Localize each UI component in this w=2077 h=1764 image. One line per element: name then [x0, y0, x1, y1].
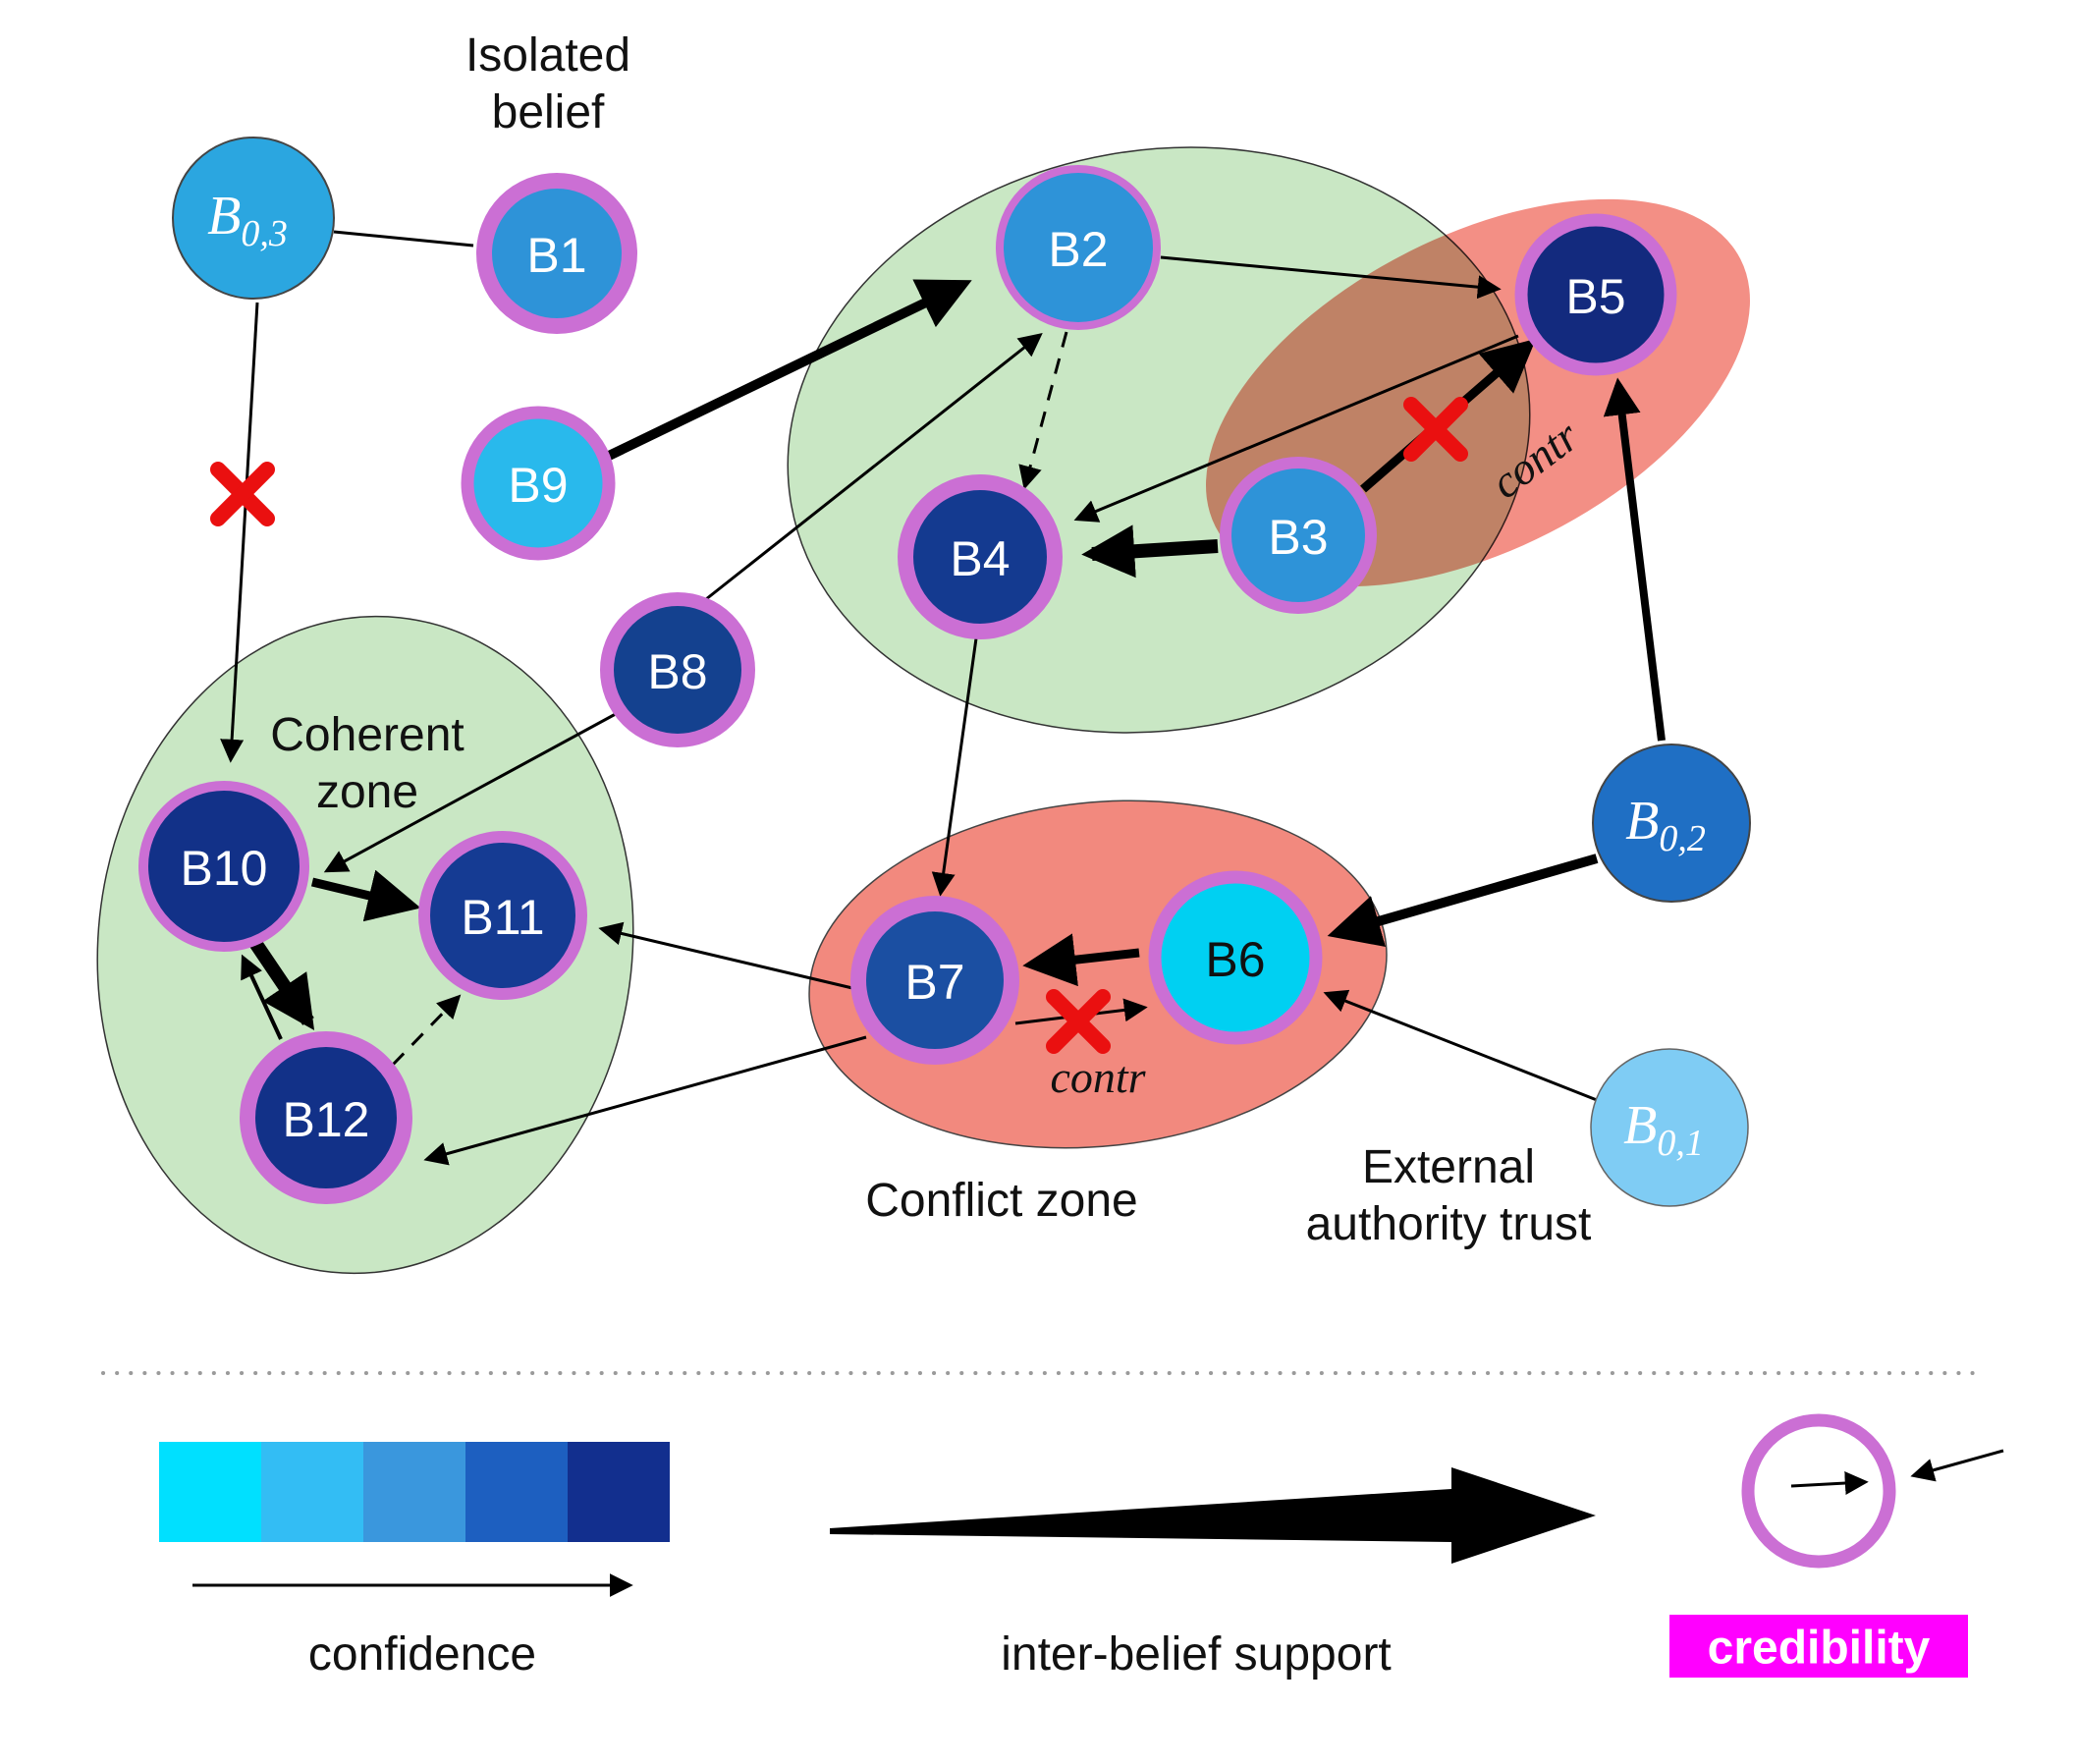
edge-b3-b4: [1081, 524, 1219, 579]
node-b8: B8: [600, 592, 755, 747]
node-b2: B2: [996, 165, 1161, 330]
confidence-scale-icon: [159, 1442, 670, 1597]
edge-b5-b4: [1073, 334, 1519, 523]
credibility-label: credibility: [1708, 1623, 1931, 1675]
node-b03-label: B0,3: [207, 186, 288, 254]
node-b10: B10: [138, 781, 309, 952]
edge-b4-b7: [931, 637, 978, 897]
nodes: B0,3 B1 B9 B2 B5 B3 B4 B8: [138, 137, 1751, 1207]
node-b8-label: B8: [647, 644, 707, 699]
red-x-icon: [1403, 397, 1468, 462]
edge-b7-b12: [423, 1035, 867, 1166]
node-b3-label: B3: [1268, 510, 1328, 565]
edge-b03-b1: [333, 230, 474, 248]
node-b5: B5: [1514, 213, 1677, 376]
confidence-label: confidence: [308, 1628, 536, 1681]
node-b03: B0,3: [172, 137, 335, 300]
node-b4-label: B4: [950, 531, 1010, 586]
node-b2-label: B2: [1048, 222, 1108, 277]
edge-b03-b10: [220, 302, 259, 763]
node-b6-label: B6: [1205, 932, 1265, 987]
node-b5-label: B5: [1565, 269, 1625, 324]
edge-b2-b5: [1160, 255, 1502, 300]
coherent-zone-label-line2: zone: [316, 766, 418, 818]
node-b9: B9: [461, 406, 616, 561]
edge-b8-b2: [700, 333, 1043, 605]
node-b1-label: B1: [526, 228, 586, 283]
node-b02-label: B0,2: [1625, 791, 1706, 859]
edge-b02-b5: [1603, 377, 1666, 742]
red-x-icon: [210, 462, 275, 526]
node-b10-label: B10: [181, 841, 268, 896]
edge-b02-b6: [1327, 854, 1599, 947]
contradiction-marks: [210, 397, 1468, 1054]
node-b11-label: B11: [461, 890, 544, 945]
credibility-label-background: [1669, 1615, 1968, 1678]
edge-b10-b11: [310, 869, 421, 922]
isolated-belief-label-line2: belief: [492, 86, 605, 138]
isolated-belief-label-line1: Isolated: [465, 29, 630, 82]
node-b1: B1: [476, 173, 637, 334]
edge-b6-b7: [1022, 933, 1140, 987]
node-b4: B4: [898, 474, 1063, 639]
node-b3: B3: [1220, 457, 1377, 614]
node-b01: B0,1: [1590, 1048, 1749, 1207]
annotation-labels: Isolated belief Coherent zone Conflict z…: [270, 29, 1591, 1250]
edge-b8-b10: [323, 707, 626, 873]
node-b9-label: B9: [508, 458, 568, 513]
node-b6: B6: [1148, 870, 1323, 1045]
external-authority-label-line2: authority trust: [1306, 1198, 1592, 1250]
legend: confidence inter-belief support credibil…: [159, 1413, 2004, 1681]
red-x-icon: [1046, 989, 1111, 1054]
edge-b10-b12: [249, 939, 315, 1030]
support-arrow-icon: [830, 1467, 1596, 1564]
credibility-ring-icon: [1741, 1413, 2004, 1569]
edge-b12-b10: [241, 954, 283, 1040]
node-b7: B7: [850, 896, 1019, 1065]
contradiction-label-lower: contr: [1050, 1052, 1146, 1102]
node-b12: B12: [240, 1031, 412, 1204]
coherent-zone-ellipse: [96, 615, 634, 1275]
edge-b9-b2: [606, 279, 972, 461]
edge-b12-b11-dashed: [391, 994, 462, 1067]
external-authority-label-line1: External: [1362, 1141, 1535, 1193]
coherent-zone-label-line1: Coherent: [270, 709, 464, 761]
node-b02: B0,2: [1592, 744, 1751, 903]
support-label: inter-belief support: [1001, 1628, 1392, 1681]
edge-b01-b6: [1323, 989, 1598, 1102]
edges: [220, 230, 1666, 1166]
node-b01-label: B0,1: [1623, 1095, 1704, 1164]
edge-b7-b11: [598, 921, 853, 990]
node-b12-label: B12: [283, 1092, 370, 1147]
node-b11: B11: [418, 831, 587, 1000]
conflict-zone-label: Conflict zone: [865, 1175, 1137, 1227]
node-b7-label: B7: [904, 955, 964, 1010]
